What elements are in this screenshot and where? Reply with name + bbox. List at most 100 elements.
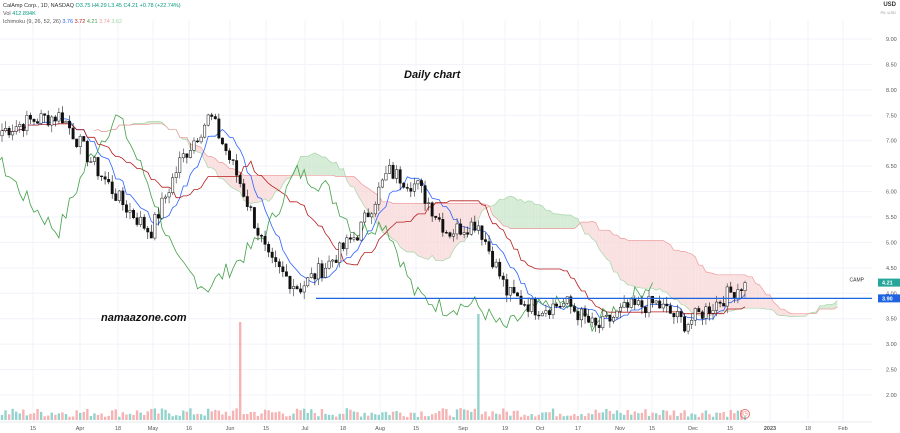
candle-body xyxy=(132,209,135,219)
volume-bar xyxy=(455,409,459,420)
candle-body xyxy=(512,286,516,294)
volume-bar xyxy=(135,410,139,420)
cloud-segment xyxy=(720,274,724,314)
volume-bar xyxy=(388,415,391,420)
volume-bar xyxy=(626,409,629,420)
volume-bar xyxy=(4,410,7,420)
ohlc-values: O3.75 H4.29 L3.45 C4.21 +0.78 (+22.74%) xyxy=(75,3,181,9)
currency-label[interactable]: USD xyxy=(883,2,896,8)
candle-body xyxy=(210,114,214,117)
candle-body xyxy=(707,306,711,314)
volume-bar xyxy=(519,416,523,420)
cloud-segment xyxy=(606,230,610,262)
cloud-segment xyxy=(183,137,187,140)
volume-bar xyxy=(107,415,110,420)
cloud-segment xyxy=(784,309,788,317)
volume-bar xyxy=(654,413,658,420)
volume-bar xyxy=(86,408,89,420)
candle-body xyxy=(220,137,224,145)
volume-bar xyxy=(274,412,277,420)
candle-body xyxy=(324,267,327,278)
volume-bar xyxy=(366,415,370,420)
volume-bar xyxy=(89,416,93,420)
volume-bar xyxy=(57,413,61,420)
volume-bar xyxy=(331,414,334,420)
cloud-segment xyxy=(787,311,792,317)
candle-body xyxy=(171,177,175,193)
candle-body xyxy=(388,164,391,174)
volume-bar xyxy=(683,410,686,420)
volume-bar xyxy=(402,416,405,420)
candle-body xyxy=(373,203,377,215)
candle-body xyxy=(690,319,694,325)
cloud-segment xyxy=(396,203,401,248)
candle-body xyxy=(587,316,591,323)
candle-body xyxy=(604,314,608,317)
volume-bar xyxy=(231,410,235,420)
cloud-segment xyxy=(524,200,529,229)
price-tick-label: 9.00 xyxy=(886,37,897,43)
price-badge xyxy=(878,294,900,303)
volume-bar xyxy=(583,416,587,420)
price-tick-label: 5.00 xyxy=(886,240,897,246)
candle-body xyxy=(164,196,167,199)
volume-bar xyxy=(551,408,555,420)
cloud-segment xyxy=(631,240,635,287)
candle-body xyxy=(391,164,395,179)
volume-bar xyxy=(224,411,228,420)
volume-bar xyxy=(459,408,462,420)
candle-body xyxy=(299,288,303,293)
volume-bar xyxy=(7,414,11,420)
cloud-segment xyxy=(350,176,354,187)
volume-bar xyxy=(295,408,299,420)
volume-bar xyxy=(50,412,53,420)
volume-bar xyxy=(555,416,558,420)
time-tick-label: 16 xyxy=(186,426,192,432)
candle-body xyxy=(14,126,18,132)
volume-bar xyxy=(278,411,281,420)
time-tick-label: Feb xyxy=(838,426,847,432)
cloud-segment xyxy=(506,196,511,229)
candle-body xyxy=(107,178,111,183)
candle-body xyxy=(640,300,644,308)
cloud-segment xyxy=(528,200,532,229)
volume-bar xyxy=(82,412,85,420)
candle-body xyxy=(203,124,207,138)
candle-body xyxy=(64,120,68,124)
volume-bar xyxy=(601,412,604,420)
cloud-segment xyxy=(549,210,554,229)
candle-body xyxy=(469,221,473,235)
candle-body xyxy=(601,315,605,328)
candle-body xyxy=(380,179,384,188)
volume-bar xyxy=(452,416,455,420)
candle-body xyxy=(562,303,566,308)
volume-bar xyxy=(420,411,423,420)
volume-bar xyxy=(427,416,430,420)
cloud-segment xyxy=(538,204,543,229)
candle-body xyxy=(0,130,4,137)
candle-body xyxy=(565,296,569,304)
cloud-segment xyxy=(474,203,479,224)
candle-body xyxy=(658,300,662,309)
cloud-segment xyxy=(592,221,596,242)
volume-bar xyxy=(590,414,594,420)
volume-bar xyxy=(523,414,526,420)
volume-bar xyxy=(473,408,477,420)
volume-bar xyxy=(221,414,224,420)
candle-body xyxy=(683,316,687,332)
price-tick-label: 2.50 xyxy=(886,368,897,374)
candle-body xyxy=(199,136,203,143)
candle-body xyxy=(672,313,676,318)
cloud-segment xyxy=(329,160,333,176)
volume-bar xyxy=(18,413,21,420)
candle-body xyxy=(121,190,125,206)
candle-body xyxy=(71,127,75,140)
volume-bars xyxy=(0,314,747,420)
price-badge-label: 3.90 xyxy=(882,296,893,302)
candle-body xyxy=(7,127,11,136)
volume-bar xyxy=(701,412,704,420)
clock-icon[interactable]: ◷ xyxy=(740,409,750,419)
cloud-segment xyxy=(819,305,824,309)
volume-value: 412.894K xyxy=(12,11,36,18)
